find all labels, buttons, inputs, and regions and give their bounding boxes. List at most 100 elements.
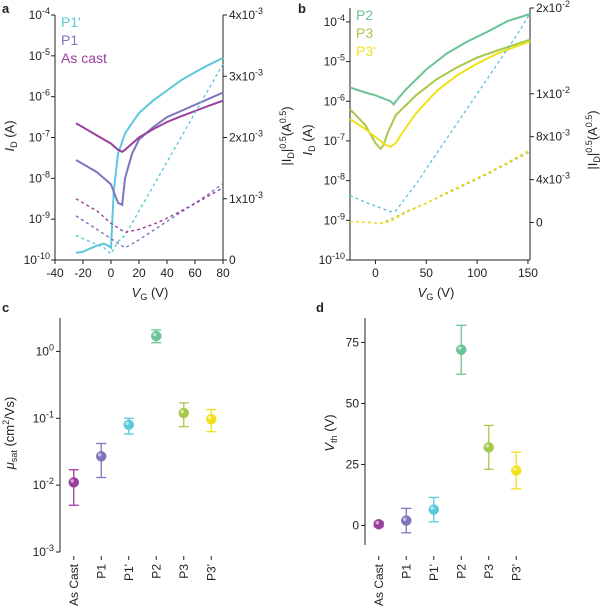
panel-d-category-label: P1 [399, 564, 413, 579]
panel-a-legend-entry: As cast [61, 50, 107, 66]
panel-label-b: b [298, 1, 306, 16]
panel-a-plot: -40 -20 0 20 40 60 80 10-4 10-5 10-6 10-7 10-8 10-9 1… [24, 6, 263, 280]
panel-a-legend-entry: P1' [61, 14, 81, 30]
panel-c-category-label: P3 [177, 564, 191, 579]
panel-c-ylabel: μsat (cm2/Vs) [1, 397, 19, 471]
panel-d-point [483, 442, 494, 453]
panel-c-point-highlight [97, 453, 102, 457]
panel-d-point [511, 465, 522, 476]
panel-d-plot: 0 25 50 75 As Cast P1 P1' P2 P3 P3' [346, 318, 523, 606]
panel-b-ytick-right-label: 0 [536, 215, 543, 229]
panel-c-ytick-label: 10-3 [33, 543, 54, 559]
panel-b-ylabel-right: |ID|0.5(A0.5) [584, 110, 602, 169]
panel-d-point-highlight [457, 346, 462, 351]
panel-c-category-label: P1 [94, 564, 108, 579]
panel-b-series-p3-prime-sqrt [349, 148, 531, 225]
panel-a-xtick-label: 0 [108, 266, 115, 280]
panel-b-xtick-label: 150 [518, 266, 538, 280]
panel-b-legend-entry: P2 [356, 7, 373, 23]
panel-a-ytick-left-label: 10-8 [29, 169, 50, 185]
panel-c-point [68, 477, 79, 488]
panel-c-ytick-label: 100 [36, 342, 54, 358]
panel-a-xtick-label: -40 [46, 266, 64, 280]
panel-b-ytick-right-label: 2x10-2 [536, 0, 570, 15]
panel-a-series-p1-sqrt [75, 182, 224, 249]
panel-a-xtick-label: 40 [160, 266, 174, 280]
panel-a-xlabel: VG (V) [132, 285, 169, 302]
panel-c-point-highlight [180, 409, 185, 414]
panel-b-series-p3 [349, 38, 531, 151]
panel-c-point-highlight [125, 421, 130, 426]
panel-d-point-highlight [402, 517, 407, 521]
panel-a-xtick-label: 20 [132, 266, 146, 280]
panel-a-ytick-left-label: 10-4 [29, 6, 50, 22]
panel-b-ytick-left-label: 10-9 [324, 211, 345, 227]
panel-a-series-p1-prime-sqrt [75, 63, 224, 255]
panel-b-series-p3-sqrt [349, 151, 531, 225]
panel-a-ytick-right-label: 0 [229, 253, 236, 267]
panel-a-ylabel-left: ID (A) [2, 120, 19, 151]
panel-d-category-label: P1' [427, 564, 441, 581]
panel-d-category-label: P3 [482, 564, 496, 579]
panel-b-ytick-right-label: 8x10-3 [536, 128, 570, 144]
panel-d-point [373, 519, 384, 530]
panel-c-category-label: P1' [122, 564, 136, 581]
panel-b-ytick-left-label: 10-10 [319, 251, 345, 267]
panel-d-point-highlight [512, 467, 517, 471]
panel-a-series-as-cast-sqrt [75, 187, 224, 234]
panel-c-point [151, 330, 162, 342]
panel-a-series-p1-prime [75, 57, 224, 254]
panel-c-category-label: As Cast [67, 563, 81, 606]
panel-a-ytick-left-label: 10-7 [29, 129, 50, 145]
panel-b-series-p2-sqrt [349, 13, 531, 213]
panel-a-ytick-left-label: 10-5 [29, 47, 50, 63]
panel-b-xtick-label: 0 [372, 266, 379, 280]
panel-a-series-as-cast [75, 99, 224, 153]
panel-a-ytick-left-label: 10-6 [29, 88, 50, 104]
panel-b-series-p2 [349, 13, 531, 106]
panel-b-ytick-left-label: 10-5 [324, 53, 345, 69]
panel-b-ytick-right-label: 4x10-3 [536, 171, 570, 187]
panel-a-xtick-label: 60 [188, 266, 202, 280]
panel-label-a: a [2, 1, 10, 16]
panel-c-ytick-label: 10-1 [33, 409, 54, 425]
panel-c-point-highlight [207, 415, 212, 420]
panel-d-ytick-label: 75 [346, 335, 360, 349]
panel-d-point-highlight [430, 506, 435, 510]
panel-a-xtick-label: 80 [216, 266, 230, 280]
panel-a-ytick-right-label: 2x10-3 [229, 129, 263, 145]
panel-b-ytick-left-label: 10-6 [324, 92, 345, 108]
panel-c-category-label: P2 [149, 564, 163, 579]
panel-b-series-p3-prime [349, 40, 531, 149]
panel-b-ylabel-left: ID (A) [300, 124, 317, 155]
panel-label-c: c [2, 300, 9, 315]
panel-b-legend-entry: P3 [356, 25, 373, 41]
panel-d-ylabel: Vth (V) [322, 414, 339, 451]
panel-b-plot: 0 50 100 150 10-4 10-5 10-6 10-7 10-8 10-9 10-10 0 4… [319, 0, 570, 280]
panel-a-ytick-right-label: 4x10-3 [229, 6, 263, 22]
panel-c-point-highlight [152, 332, 157, 337]
panel-c-point [123, 419, 134, 431]
panel-a-ytick-left-label: 10-9 [29, 210, 50, 226]
panel-c-plot: 100 10-1 10-2 10-3 As Cast P1 P1' P2 P3 P3' [33, 318, 218, 606]
panel-d-ytick-label: 50 [346, 396, 360, 410]
panel-d-point [401, 515, 412, 526]
panel-c-point [206, 413, 217, 425]
panel-d-category-label: As Cast [372, 563, 386, 606]
panel-d-category-label: P2 [454, 564, 468, 579]
panel-label-d: d [316, 300, 324, 315]
panel-d-category-label: P3' [509, 564, 523, 581]
panel-d-point-highlight [485, 444, 490, 448]
panel-d-point [428, 504, 439, 515]
panel-d-ytick-label: 25 [346, 457, 360, 471]
panel-b-legend-entry: P3' [356, 43, 376, 59]
panel-b-ytick-left-label: 10-7 [324, 132, 345, 148]
panel-d-point [456, 344, 467, 355]
panel-a-xtick-label: -20 [74, 266, 92, 280]
panel-c-category-label: P3' [204, 564, 218, 581]
panel-a-legend-entry: P1 [61, 32, 78, 48]
panel-d-point-highlight [375, 520, 380, 525]
panel-a-series-p1 [75, 91, 224, 207]
panel-c-ytick-label: 10-2 [33, 476, 54, 492]
